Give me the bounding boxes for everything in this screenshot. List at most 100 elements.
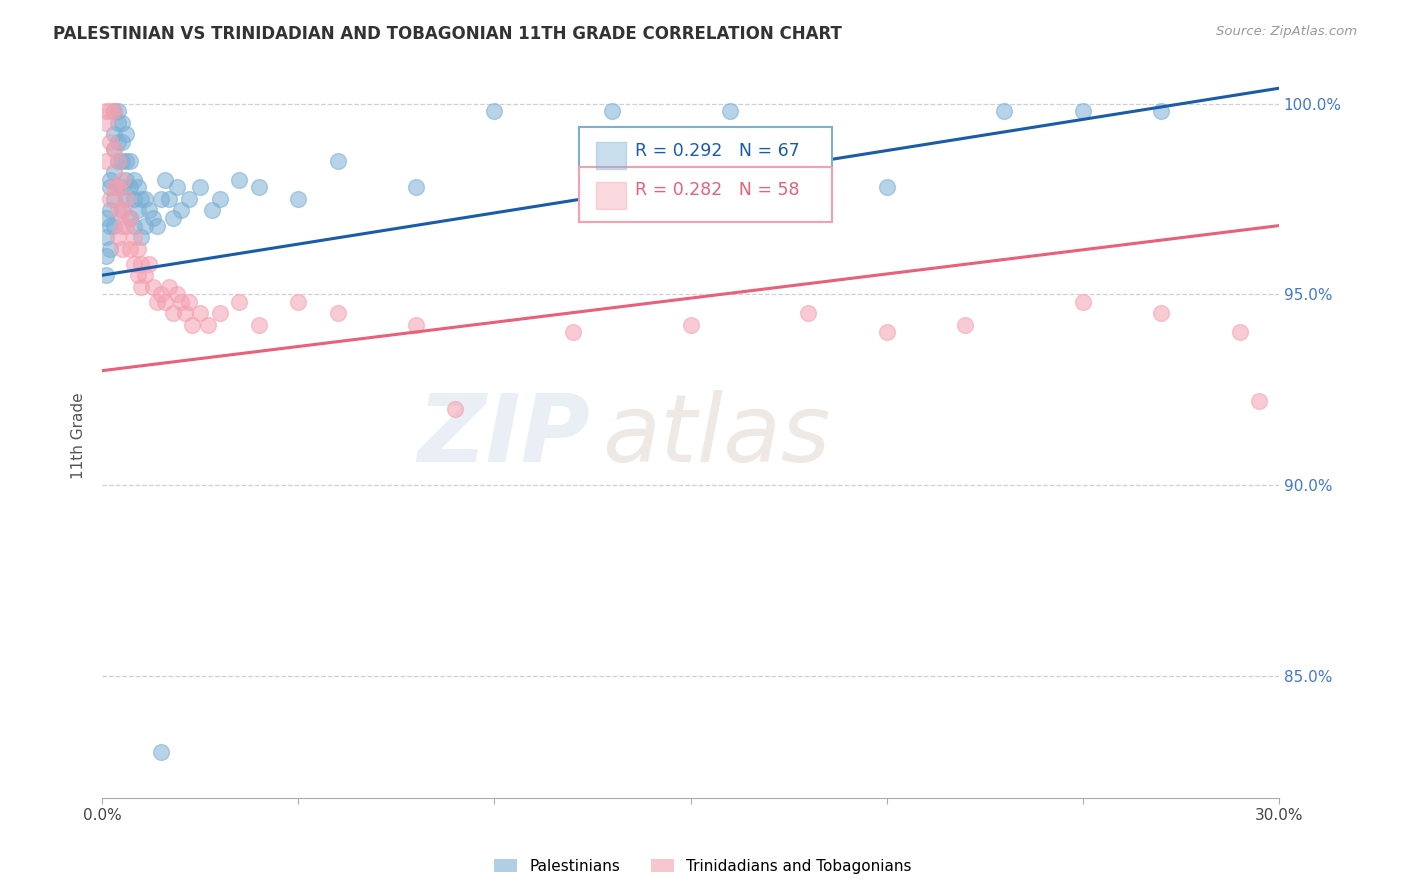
Text: atlas: atlas [602, 390, 831, 481]
Point [94, 268, 117, 283]
Point [953, 318, 976, 332]
Point [718, 104, 741, 119]
Point [111, 153, 134, 168]
Point [107, 153, 129, 168]
Point [114, 192, 136, 206]
Point [153, 173, 176, 187]
Point [114, 153, 136, 168]
Point [876, 326, 898, 340]
Text: PALESTINIAN VS TRINIDADIAN AND TOBAGONIAN 11TH GRADE CORRELATION CHART: PALESTINIAN VS TRINIDADIAN AND TOBAGONIA… [53, 25, 842, 43]
Point [94, 249, 117, 263]
Point [484, 104, 506, 119]
Point [150, 745, 173, 759]
Point [162, 306, 184, 320]
Point [107, 230, 129, 244]
Point [103, 104, 125, 119]
Point [107, 153, 129, 168]
Point [98, 135, 121, 149]
Point [177, 192, 200, 206]
Point [166, 180, 188, 194]
Point [122, 230, 145, 244]
Point [188, 180, 211, 194]
Text: R = 0.292   N = 67: R = 0.292 N = 67 [636, 142, 800, 160]
Point [150, 192, 173, 206]
Point [247, 180, 270, 194]
Point [228, 173, 250, 187]
Point [122, 192, 145, 206]
Point [876, 180, 898, 194]
Point [127, 180, 149, 194]
Point [111, 242, 134, 256]
Point [138, 203, 160, 218]
Point [98, 180, 121, 194]
Point [103, 127, 125, 141]
Point [228, 295, 250, 310]
FancyBboxPatch shape [596, 142, 626, 169]
Point [107, 180, 129, 194]
Point [162, 211, 184, 225]
Point [561, 326, 583, 340]
Point [114, 219, 136, 233]
Point [1071, 295, 1094, 310]
Point [169, 295, 191, 310]
Point [98, 104, 121, 119]
Point [142, 211, 165, 225]
Point [122, 219, 145, 233]
Point [118, 211, 141, 225]
Point [326, 153, 349, 168]
Text: R = 0.282   N = 58: R = 0.282 N = 58 [636, 181, 800, 200]
Point [134, 268, 156, 283]
Point [679, 318, 702, 332]
Point [122, 257, 145, 271]
Point [127, 203, 149, 218]
Point [131, 230, 153, 244]
Point [131, 257, 153, 271]
Point [94, 104, 117, 119]
Point [173, 306, 195, 320]
Legend: Palestinians, Trinidadians and Tobagonians: Palestinians, Trinidadians and Tobagonia… [488, 853, 918, 880]
Point [287, 192, 309, 206]
Point [118, 153, 141, 168]
Point [118, 242, 141, 256]
Point [98, 192, 121, 206]
Point [94, 153, 117, 168]
Y-axis label: 11th Grade: 11th Grade [72, 392, 86, 479]
Point [1150, 104, 1173, 119]
Point [600, 104, 623, 119]
Point [131, 279, 153, 293]
Point [103, 165, 125, 179]
Point [993, 104, 1015, 119]
Point [127, 242, 149, 256]
Point [1071, 104, 1094, 119]
Point [150, 287, 173, 301]
Point [208, 192, 231, 206]
Point [287, 295, 309, 310]
FancyBboxPatch shape [579, 167, 832, 221]
Point [98, 173, 121, 187]
Point [1150, 306, 1173, 320]
Point [166, 287, 188, 301]
Text: Source: ZipAtlas.com: Source: ZipAtlas.com [1216, 25, 1357, 38]
Point [169, 203, 191, 218]
Point [107, 135, 129, 149]
Point [127, 268, 149, 283]
Point [201, 203, 224, 218]
Point [131, 192, 153, 206]
Point [103, 142, 125, 156]
Point [153, 295, 176, 310]
Point [111, 135, 134, 149]
Point [103, 104, 125, 119]
Point [114, 127, 136, 141]
FancyBboxPatch shape [579, 128, 832, 182]
Point [98, 219, 121, 233]
Point [114, 173, 136, 187]
Point [111, 203, 134, 218]
Text: ZIP: ZIP [418, 390, 591, 482]
Point [111, 203, 134, 218]
Point [138, 257, 160, 271]
Point [197, 318, 219, 332]
Point [94, 115, 117, 129]
Point [444, 401, 467, 416]
Point [1229, 326, 1251, 340]
Point [111, 173, 134, 187]
